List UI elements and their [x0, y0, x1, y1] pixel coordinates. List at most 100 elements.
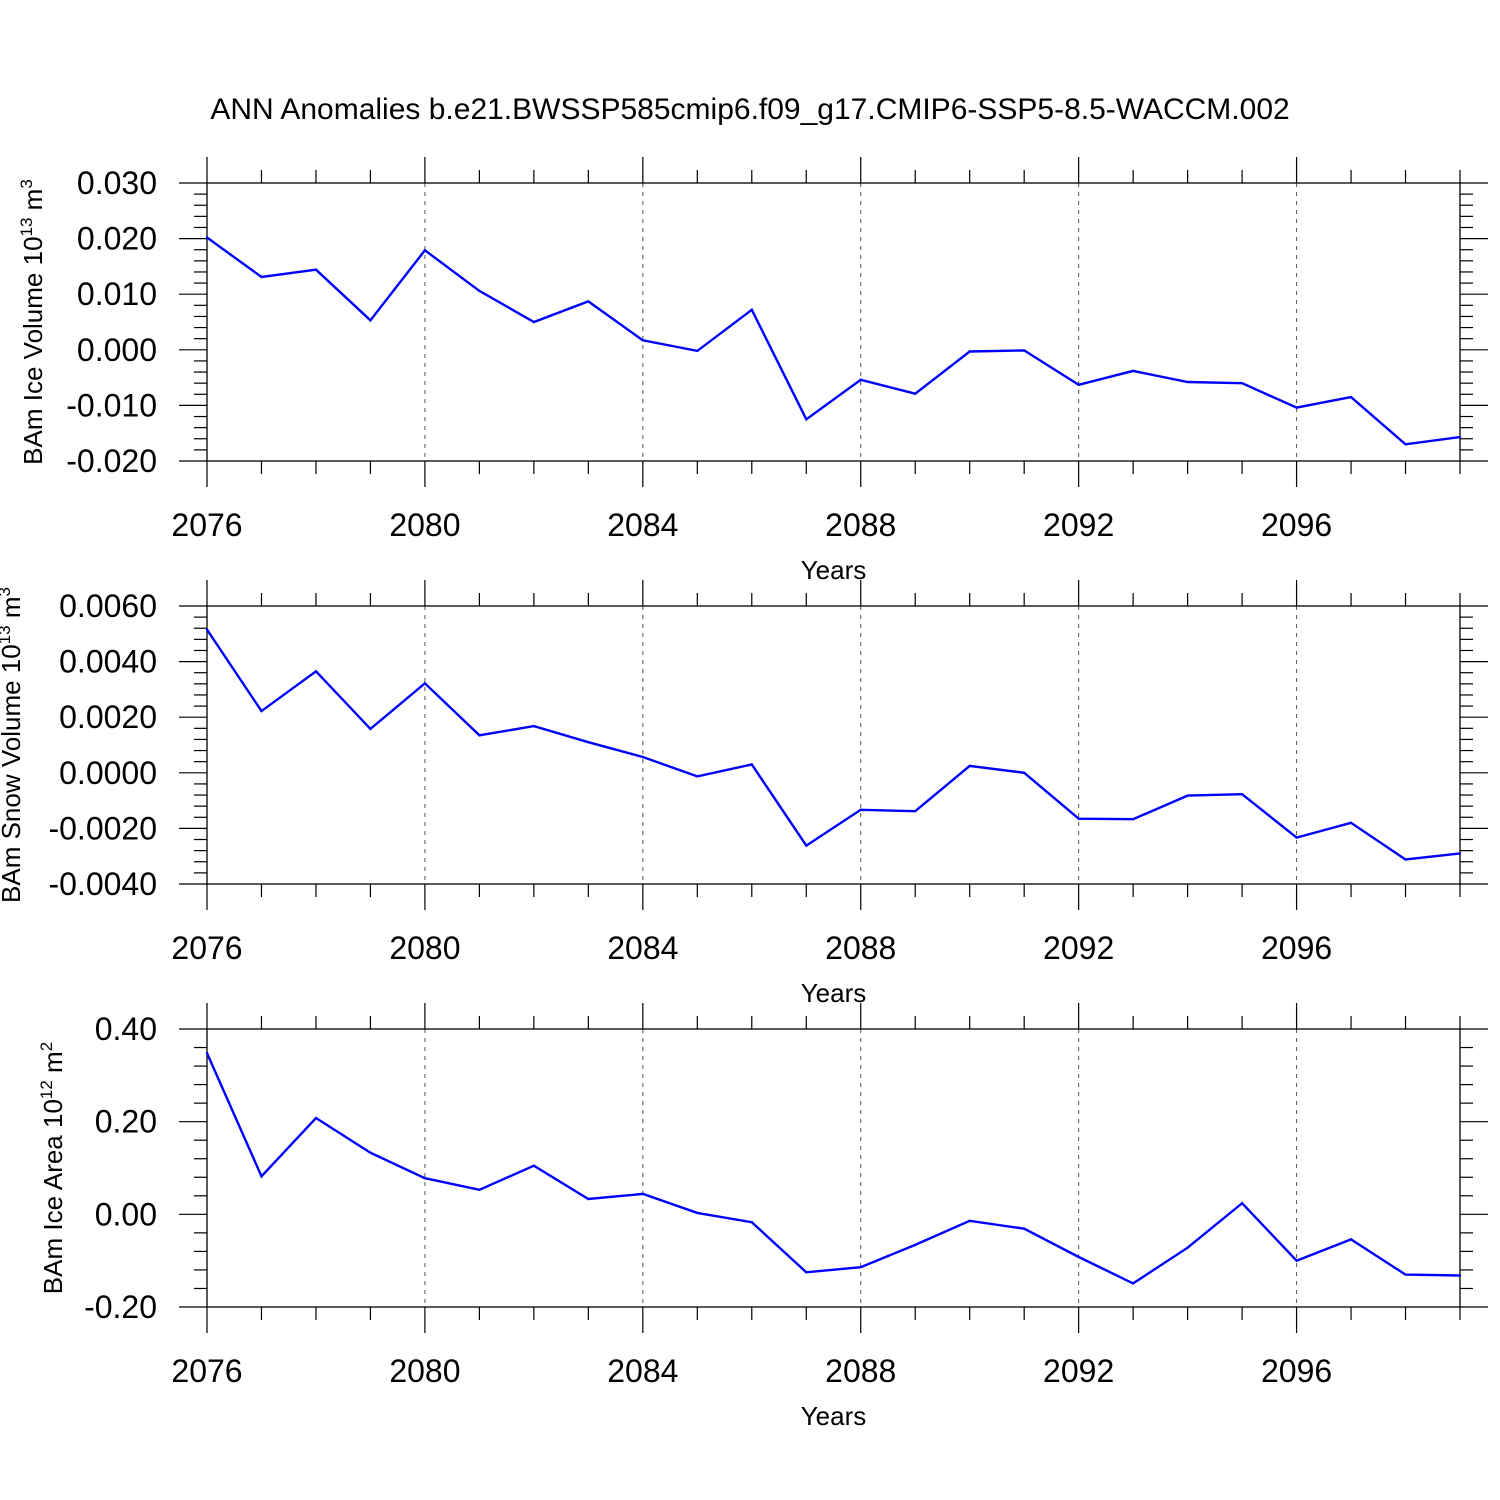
data-point	[968, 1219, 971, 1223]
y-tick-label: -0.20	[84, 1289, 157, 1325]
data-point	[587, 1197, 590, 1201]
data-point	[1022, 771, 1026, 774]
data-point	[1295, 1259, 1298, 1262]
data-point	[369, 1151, 372, 1154]
data-point	[805, 844, 808, 847]
data-point	[1295, 406, 1298, 409]
y-axis-label-unit: m	[18, 189, 48, 218]
data-point	[1186, 1246, 1189, 1249]
data-point	[641, 1192, 645, 1196]
plot-frame	[206, 605, 1461, 885]
x-tick-label: 2088	[825, 1353, 896, 1389]
data-point	[369, 727, 372, 731]
y-axis-label-base: BAm Ice Volume 10	[18, 236, 48, 464]
data-point	[1349, 395, 1353, 399]
data-point	[423, 249, 427, 252]
data-point	[205, 628, 209, 631]
data-point	[859, 808, 862, 811]
x-tick-label: 2088	[825, 507, 896, 543]
x-axis-label: Years	[801, 555, 867, 585]
data-point	[587, 300, 590, 303]
data-point	[914, 1243, 917, 1247]
data-point	[205, 236, 209, 239]
y-axis-label: BAm Snow Volume 1013 m3	[0, 587, 26, 903]
figure-title: ANN Anomalies b.e21.BWSSP585cmip6.f09_g1…	[210, 93, 1289, 126]
x-tick-label: 2076	[171, 507, 242, 543]
data-point	[1131, 1282, 1135, 1285]
data-point	[532, 320, 536, 324]
data-point	[805, 418, 808, 421]
y-axis-label-unit: m	[0, 596, 26, 625]
y-tick-label: 0.020	[77, 221, 157, 257]
data-point	[696, 775, 699, 778]
data-point	[260, 709, 263, 713]
y-tick-label: 0.000	[77, 332, 157, 368]
data-point	[587, 741, 590, 744]
data-point	[1295, 836, 1298, 839]
data-point	[859, 378, 862, 382]
data-point	[1131, 369, 1135, 373]
data-point	[369, 319, 372, 322]
panel-3: -0.20 0.00 0.20 0.40 2076 2080 2084 2088 2092 209…	[37, 1003, 1488, 1431]
x-tick-label: 2084	[607, 930, 678, 966]
data-point	[1077, 383, 1080, 387]
y-axis-label-exp: 13	[0, 625, 14, 644]
data-point	[1404, 1273, 1407, 1276]
data-point	[696, 349, 699, 353]
x-tick-label: 2084	[607, 507, 678, 543]
y-axis-label: BAm Ice Volume 1013 m3	[17, 179, 48, 465]
data-point	[423, 1176, 427, 1180]
data-point	[968, 350, 971, 353]
data-point	[641, 755, 645, 759]
x-axis-label: Years	[801, 978, 867, 1008]
panel-1: -0.020 -0.010 0.000 0.010 0.020 0.030 2076 2080…	[17, 157, 1488, 585]
data-point	[641, 339, 645, 342]
data-point	[478, 289, 481, 293]
x-tick-label: 2076	[171, 1353, 242, 1389]
data-point	[750, 308, 753, 311]
y-axis-label-exp: 12	[37, 1080, 56, 1099]
data-point	[914, 809, 917, 813]
y-axis-label: BAm Ice Area 1012 m2	[37, 1042, 68, 1294]
data-point	[260, 275, 263, 279]
y-tick-label: 0.030	[77, 165, 157, 201]
y-tick-label: -0.0040	[48, 866, 157, 902]
plot-frame	[206, 182, 1461, 462]
data-point	[1458, 852, 1462, 855]
x-axis-label: Years	[801, 1401, 867, 1431]
data-point	[1186, 380, 1189, 384]
data-point	[205, 1051, 209, 1055]
y-tick-label: 0.20	[95, 1104, 157, 1140]
y-tick-label: 0.40	[95, 1011, 157, 1047]
data-point	[1077, 1255, 1080, 1259]
data-point	[423, 682, 427, 685]
data-point	[1458, 1274, 1462, 1277]
data-point	[750, 1221, 753, 1224]
series-line	[206, 628, 1461, 861]
y-axis-label-unit: m	[38, 1051, 68, 1080]
data-point	[750, 763, 753, 766]
y-tick-label: 0.0040	[59, 644, 157, 680]
y-tick-label: 0.00	[95, 1196, 157, 1232]
y-tick-label: 0.0060	[59, 588, 157, 624]
data-point	[914, 392, 917, 395]
x-tick-label: 2092	[1043, 507, 1114, 543]
x-tick-label: 2084	[607, 1353, 678, 1389]
x-tick-label: 2096	[1261, 507, 1332, 543]
panel-2: -0.0040 -0.0020 0.0000 0.0020 0.0040 0.0060 20…	[0, 580, 1488, 1008]
data-point	[532, 724, 536, 728]
data-point	[1186, 794, 1189, 797]
plot-frame	[206, 1028, 1461, 1308]
y-tick-label: -0.020	[66, 443, 157, 479]
x-tick-label: 2080	[389, 930, 460, 966]
data-point	[1349, 1238, 1353, 1241]
data-point	[478, 1188, 481, 1191]
data-point	[314, 670, 318, 673]
y-tick-label: -0.010	[66, 387, 157, 423]
data-point	[1349, 821, 1353, 825]
data-point	[1077, 817, 1080, 820]
data-point	[1131, 818, 1135, 821]
data-point	[532, 1164, 536, 1167]
data-point	[1404, 443, 1407, 446]
